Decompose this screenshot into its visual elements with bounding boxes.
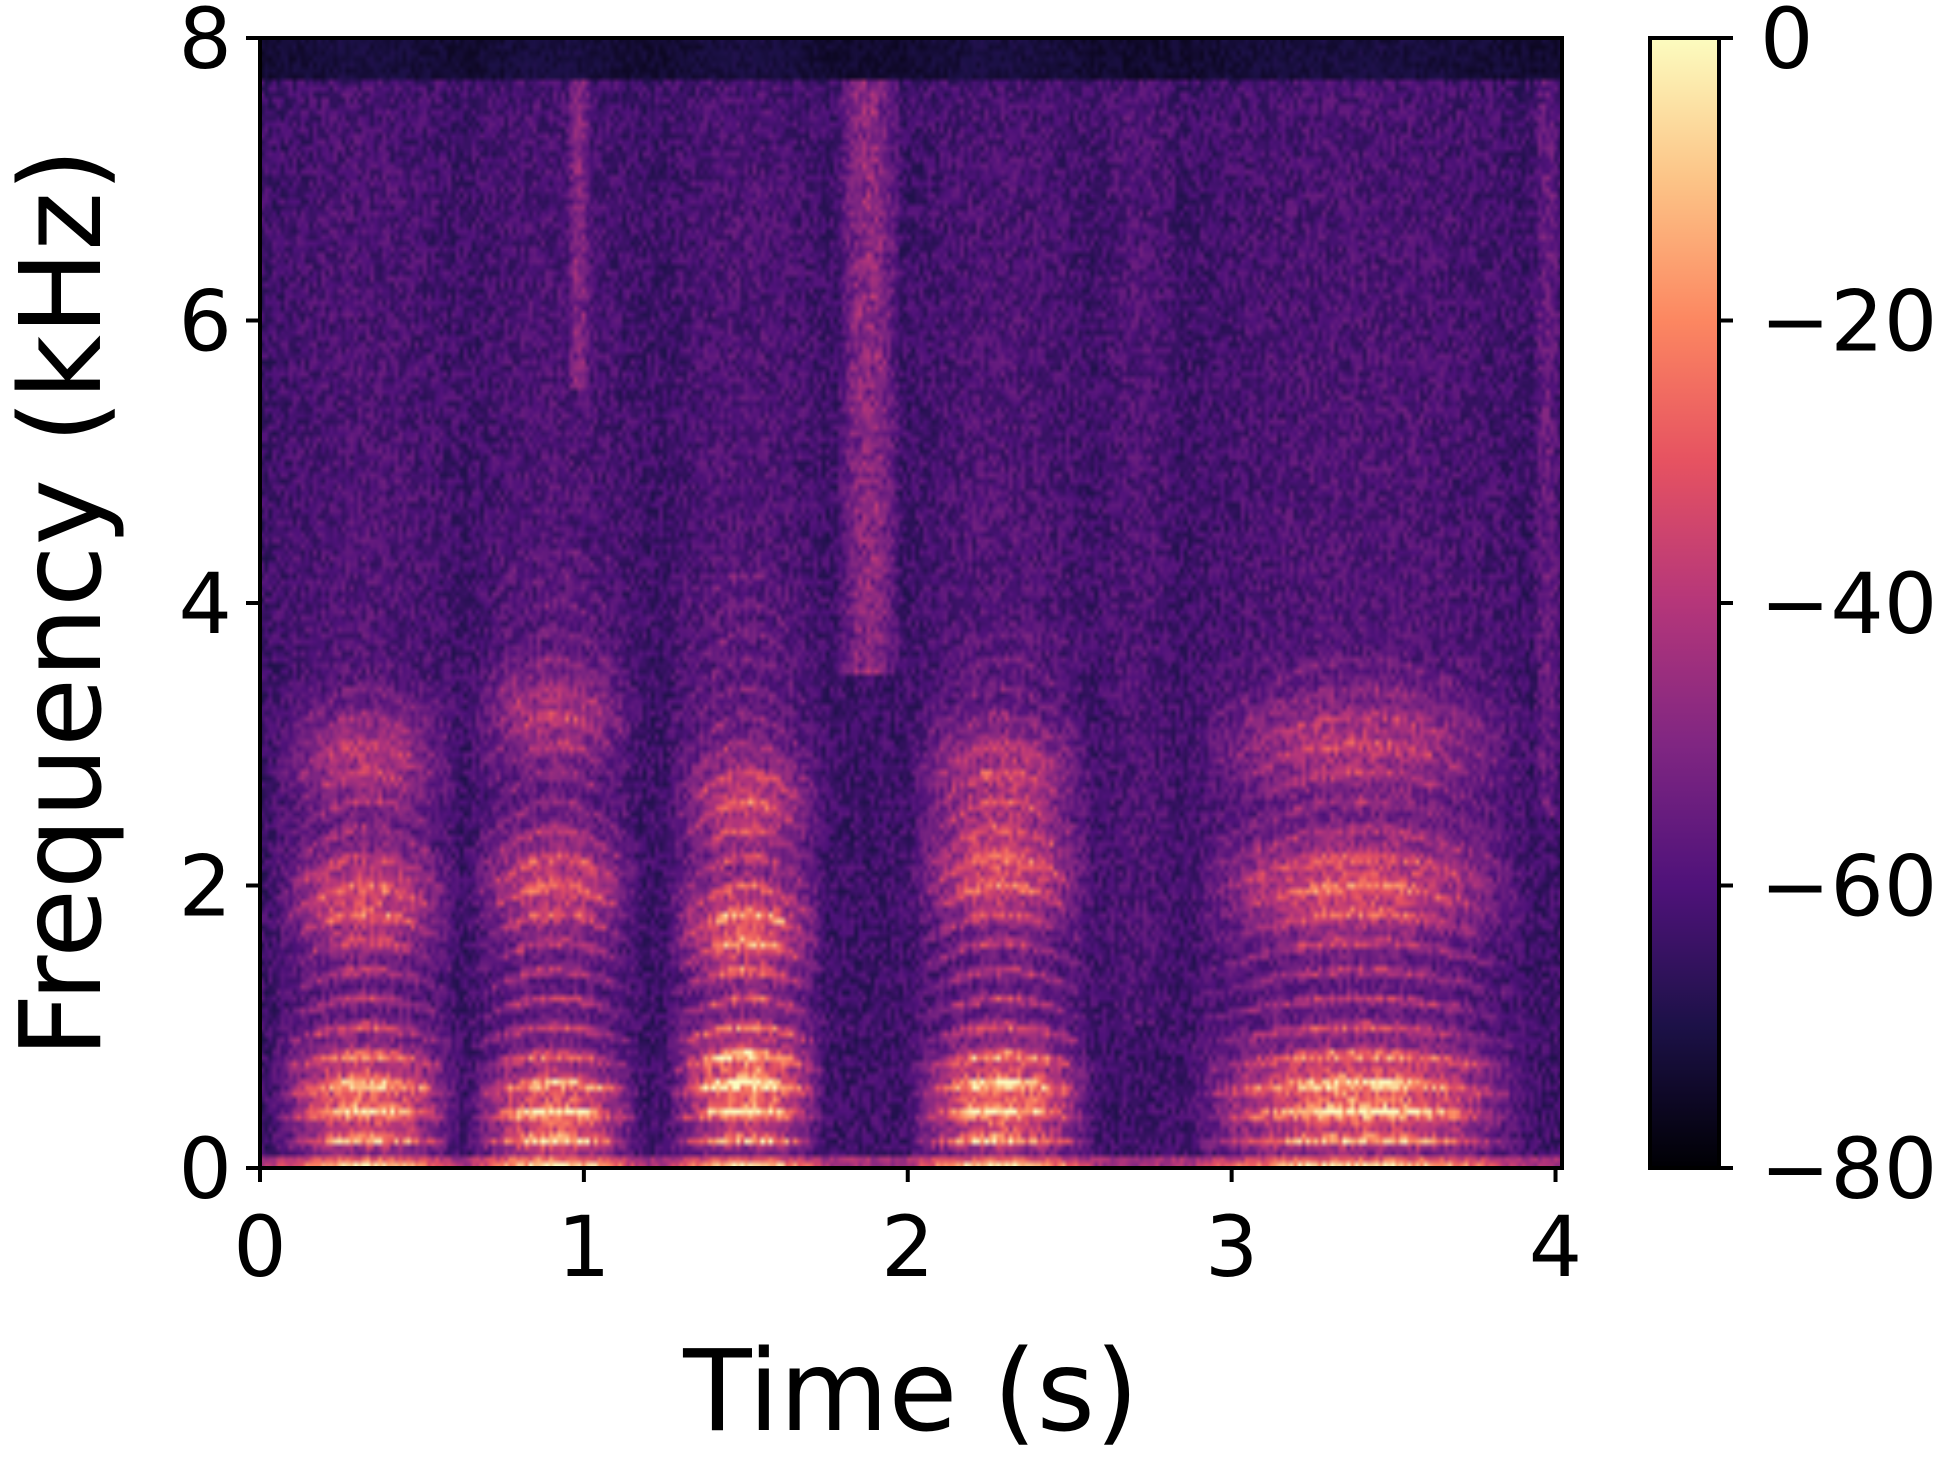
colorbar-tick-label: −60: [1760, 838, 1937, 936]
colorbar-tick-label: −80: [1760, 1120, 1937, 1218]
colorbar-tick-label: −20: [1760, 273, 1937, 371]
y-tick-label: 4: [179, 555, 232, 653]
y-tick-label: 2: [179, 838, 232, 936]
y-tick-label: 6: [179, 273, 232, 371]
y-tick-label: 8: [179, 0, 232, 88]
colorbar-ticks: 0 −20 −40 −60 −80: [1719, 0, 1937, 1218]
colorbar-tick-label: 0: [1760, 0, 1813, 88]
x-tick-label: 0: [233, 1198, 286, 1296]
y-axis: 0 2 4 6 8: [179, 0, 260, 1218]
x-tick-label: 3: [1205, 1198, 1258, 1296]
plot-area: [258, 36, 1564, 1170]
colorbar-tick-label: −40: [1760, 555, 1937, 653]
y-tick-label: 0: [179, 1120, 232, 1218]
x-axis: 0 1 2 3 4: [233, 1168, 1582, 1296]
x-tick-label: 2: [881, 1198, 934, 1296]
spectrogram-heatmap: [260, 38, 1562, 1168]
x-tick-label: 1: [557, 1198, 610, 1296]
colorbar-gradient: [1650, 38, 1719, 1168]
colorbar: [1648, 36, 1721, 1170]
y-axis-label: Frequency (kHz): [0, 148, 127, 1057]
x-axis-label: Time (s): [682, 1327, 1138, 1457]
x-tick-label: 4: [1529, 1198, 1582, 1296]
